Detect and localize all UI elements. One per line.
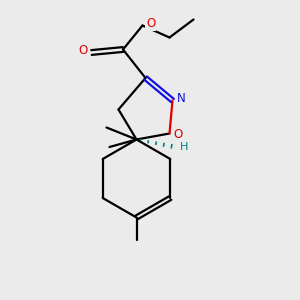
Text: N: N xyxy=(176,92,185,106)
Text: O: O xyxy=(146,17,155,31)
Text: O: O xyxy=(174,128,183,142)
Text: H: H xyxy=(180,142,188,152)
Text: O: O xyxy=(79,44,88,58)
